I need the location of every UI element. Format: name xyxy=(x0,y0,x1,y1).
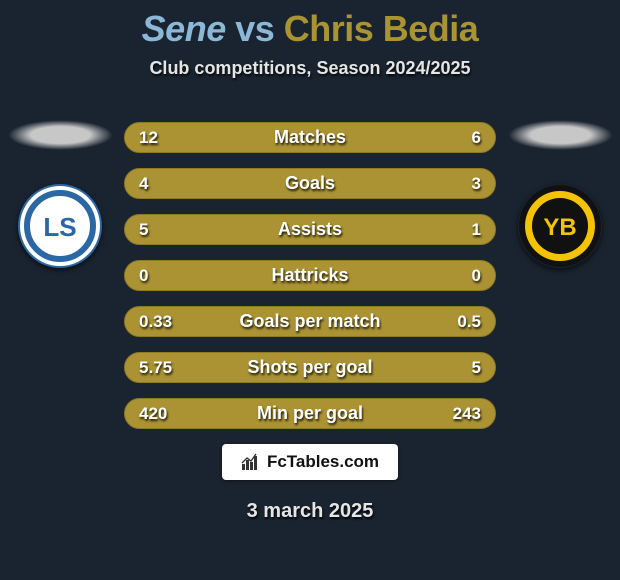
stat-row-matches: 12 Matches 6 xyxy=(124,122,496,153)
club-left-initials: LS xyxy=(43,212,76,242)
stat-left-value: 12 xyxy=(139,128,179,148)
site-brand-text: FcTables.com xyxy=(267,452,379,472)
club-badge-left: LS xyxy=(18,184,102,268)
stat-row-assists: 5 Assists 1 xyxy=(124,214,496,245)
title-player1: Sene xyxy=(142,8,226,49)
club-badge-right: YB xyxy=(518,184,602,268)
stat-row-min-per-goal: 420 Min per goal 243 xyxy=(124,398,496,429)
stat-label: Hattricks xyxy=(271,265,348,286)
title-vs: vs xyxy=(226,8,284,49)
stat-left-value: 4 xyxy=(139,174,179,194)
stat-left-value: 420 xyxy=(139,404,179,424)
stat-label: Assists xyxy=(278,219,342,240)
stat-row-hattricks: 0 Hattricks 0 xyxy=(124,260,496,291)
club-right-slot: YB xyxy=(500,120,620,268)
club-badge-right-svg: YB xyxy=(518,184,602,268)
stat-label: Min per goal xyxy=(257,403,363,424)
stat-label: Shots per goal xyxy=(247,357,372,378)
stat-left-value: 0 xyxy=(139,266,179,286)
stat-right-value: 0 xyxy=(441,266,481,286)
stat-label: Matches xyxy=(274,127,346,148)
stat-right-value: 1 xyxy=(441,220,481,240)
chart-icon xyxy=(241,452,261,472)
subtitle: Club competitions, Season 2024/2025 xyxy=(0,58,620,79)
player-shadow-right xyxy=(508,120,613,150)
stat-left-value: 5.75 xyxy=(139,358,179,378)
stat-right-value: 0.5 xyxy=(441,312,481,332)
stat-left-value: 5 xyxy=(139,220,179,240)
footer-date: 3 march 2025 xyxy=(0,500,620,523)
stat-label: Goals per match xyxy=(239,311,380,332)
club-badge-left-svg: LS xyxy=(18,184,102,268)
player-shadow-left xyxy=(8,120,113,150)
stat-row-goals: 4 Goals 3 xyxy=(124,168,496,199)
page-title: Sene vs Chris Bedia xyxy=(0,0,620,50)
title-player2: Chris Bedia xyxy=(284,8,479,49)
stat-label: Goals xyxy=(285,173,335,194)
stat-left-value: 0.33 xyxy=(139,312,179,332)
stat-row-shots-per-goal: 5.75 Shots per goal 5 xyxy=(124,352,496,383)
stat-right-value: 6 xyxy=(441,128,481,148)
club-left-slot: LS xyxy=(0,120,120,268)
stat-row-goals-per-match: 0.33 Goals per match 0.5 xyxy=(124,306,496,337)
stat-right-value: 3 xyxy=(441,174,481,194)
stat-right-value: 243 xyxy=(441,404,481,424)
site-brand-box: FcTables.com xyxy=(222,444,398,480)
stats-column: 12 Matches 6 4 Goals 3 5 Assists 1 0 Hat… xyxy=(124,122,496,429)
club-right-initials: YB xyxy=(543,214,576,241)
stat-right-value: 5 xyxy=(441,358,481,378)
